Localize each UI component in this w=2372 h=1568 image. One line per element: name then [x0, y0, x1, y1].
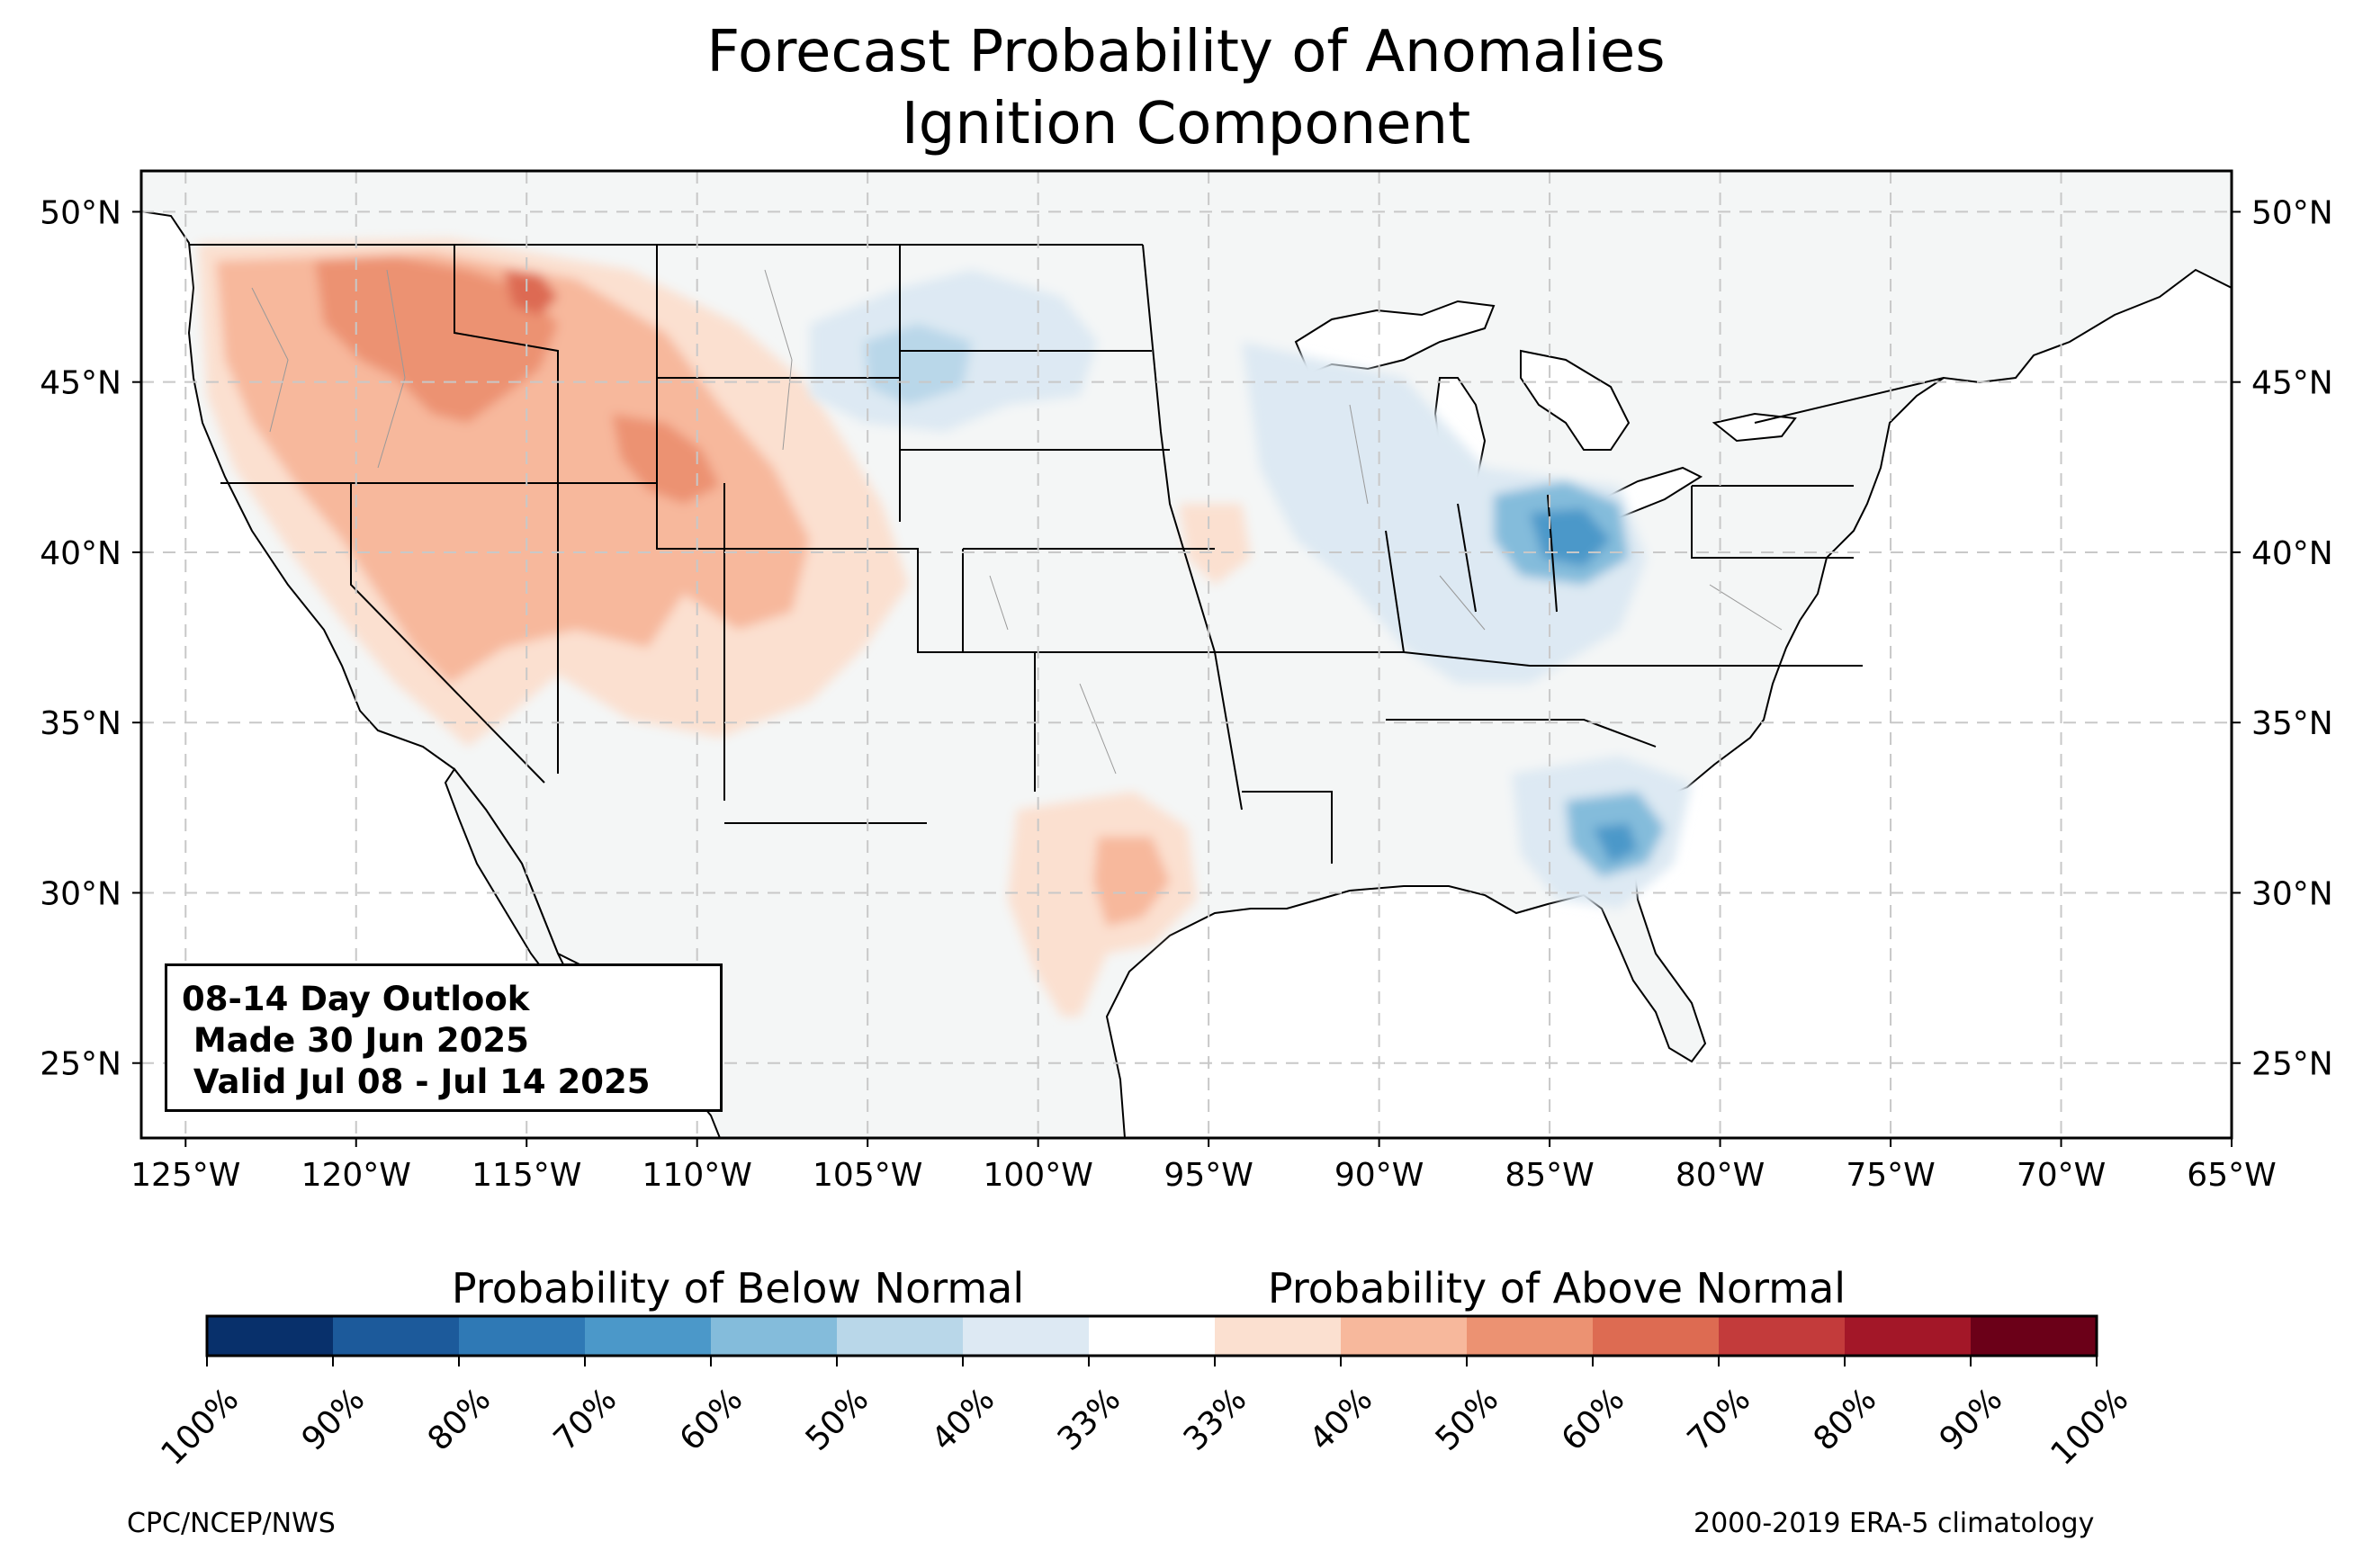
- above-normal-shading: [198, 238, 1251, 1017]
- colorbar-swatch: [963, 1316, 1090, 1356]
- title-line-1: Forecast Probability of Anomalies: [706, 19, 1666, 85]
- lat-tick-label: 45°N: [2251, 365, 2333, 402]
- below-33-midwest: [1242, 342, 1647, 684]
- colorbar-swatch: [585, 1316, 712, 1356]
- colorbar-tick-label: 90%: [295, 1381, 373, 1458]
- colorbar-swatch: [459, 1316, 586, 1356]
- colorbar-tick-label: 60%: [673, 1381, 750, 1458]
- below-60-georgia: [1593, 823, 1638, 864]
- colorbar-tick-label: 50%: [799, 1381, 876, 1458]
- below-normal-shading: [810, 270, 1692, 909]
- map-frame: [139, 169, 2233, 1140]
- colorbar-swatch: [207, 1316, 334, 1356]
- colorbar-tick-labels: 100% 90% 80% 70% 60% 50% 40% 33% 33% 40% 50% 60% 70%…: [155, 1356, 2136, 1473]
- colorbar-tick-label: 33%: [1051, 1381, 1128, 1458]
- above-40-missouri: [1179, 504, 1251, 585]
- lon-tick-label: 95°W: [1164, 1157, 1253, 1194]
- colorbar-swatch: [711, 1316, 838, 1356]
- lon-tick-label: 100°W: [983, 1157, 1092, 1194]
- lat-tick-label: 45°N: [40, 365, 121, 402]
- colorbar-above-title: Probability of Above Normal: [1268, 1264, 1846, 1313]
- lat-tick-label: 50°N: [2251, 194, 2333, 231]
- above-50-texas: [1093, 837, 1170, 927]
- outlook-valid-dates: Valid Jul 08 - Jul 14 2025: [182, 1062, 651, 1101]
- gridlines: [141, 171, 2232, 1138]
- colorbar-tick-label: 100%: [155, 1381, 247, 1473]
- colorbar-swatch: [1845, 1316, 1972, 1356]
- county-borders: [251, 269, 1783, 775]
- latitude-labels-left: 50°N 45°N 40°N 35°N 30°N 25°N: [40, 194, 141, 1083]
- colorbar-tick-label: 40%: [1303, 1381, 1380, 1458]
- lat-tick-label: 35°N: [2251, 705, 2333, 742]
- colorbar-tick-label: 60%: [1555, 1381, 1632, 1458]
- lake-ontario: [1712, 412, 1797, 443]
- lat-tick-label: 30°N: [40, 875, 121, 912]
- colorbar-tick-label: 33%: [1177, 1381, 1254, 1458]
- below-40-dakotas: [864, 324, 972, 405]
- latitude-labels-right: 50°N 45°N 40°N 35°N 30°N 25°N: [2232, 194, 2333, 1083]
- longitude-labels: 125°W 120°W 115°W 110°W 105°W 100°W 95°W 90°W 85…: [130, 1138, 2277, 1194]
- lon-tick-label: 120°W: [301, 1157, 411, 1194]
- colorbar-tick-label: 50%: [1429, 1381, 1506, 1458]
- colorbar-tick-label: 40%: [925, 1381, 1002, 1458]
- lake-huron: [1520, 349, 1631, 451]
- colorbar-swatch: [1593, 1316, 1720, 1356]
- above-60-montana: [504, 270, 558, 315]
- colorbar-tick-label: 70%: [1681, 1381, 1758, 1458]
- colorbar-tick-label: 70%: [547, 1381, 624, 1458]
- lon-tick-label: 75°W: [1846, 1157, 1935, 1194]
- climatology-text: 2000-2019 ERA-5 climatology: [1694, 1508, 2095, 1539]
- colorbar-swatch: [1089, 1316, 1216, 1356]
- lat-tick-label: 35°N: [40, 705, 121, 742]
- lon-tick-label: 65°W: [2187, 1157, 2276, 1194]
- lon-tick-label: 110°W: [642, 1157, 752, 1194]
- lon-tick-label: 85°W: [1505, 1157, 1594, 1194]
- lat-tick-label: 25°N: [2251, 1046, 2333, 1083]
- colorbar-below-title: Probability of Below Normal: [452, 1264, 1024, 1313]
- colorbar-swatch: [1971, 1316, 2098, 1356]
- colorbar-tick-label: 90%: [1933, 1381, 2010, 1458]
- lat-tick-label: 40°N: [2251, 535, 2333, 572]
- lon-tick-label: 70°W: [2017, 1157, 2106, 1194]
- lat-tick-label: 50°N: [40, 194, 121, 231]
- lon-tick-label: 105°W: [813, 1157, 922, 1194]
- colorbar-tick-label: 80%: [421, 1381, 499, 1458]
- outlook-period: 08-14 Day Outlook: [182, 980, 530, 1018]
- colorbar-swatch: [837, 1316, 964, 1356]
- lon-tick-label: 115°W: [472, 1157, 581, 1194]
- colorbar-tick-label: 80%: [1807, 1381, 1884, 1458]
- colorbar-swatch: [1719, 1316, 1846, 1356]
- lat-tick-label: 25°N: [40, 1046, 121, 1083]
- chart-title: Forecast Probability of Anomalies Igniti…: [0, 16, 2372, 160]
- outlook-info-box: 08-14 Day Outlook Made 30 Jun 2025 Valid…: [165, 963, 723, 1112]
- above-60-wyoming: [612, 414, 720, 504]
- colorbar: [205, 1314, 2098, 1357]
- title-line-2: Ignition Component: [901, 91, 1471, 157]
- state-borders: [189, 244, 1945, 864]
- outlook-made-date: Made 30 Jun 2025: [182, 1021, 529, 1060]
- colorbar-swatch: [1215, 1316, 1342, 1356]
- lat-tick-label: 40°N: [40, 535, 121, 572]
- lon-tick-label: 80°W: [1676, 1157, 1765, 1194]
- lat-tick-label: 30°N: [2251, 875, 2333, 912]
- colorbar-swatch: [333, 1316, 460, 1356]
- colorbar-swatch: [1341, 1316, 1468, 1356]
- lon-tick-label: 125°W: [130, 1157, 240, 1194]
- credit-text: CPC/NCEP/NWS: [127, 1508, 336, 1539]
- map-content: [141, 171, 2232, 1138]
- lon-tick-label: 90°W: [1334, 1157, 1424, 1194]
- colorbar-frame: [205, 1314, 2098, 1357]
- colorbar-swatch: [1467, 1316, 1594, 1356]
- colorbar-tick-label: 100%: [2044, 1381, 2136, 1473]
